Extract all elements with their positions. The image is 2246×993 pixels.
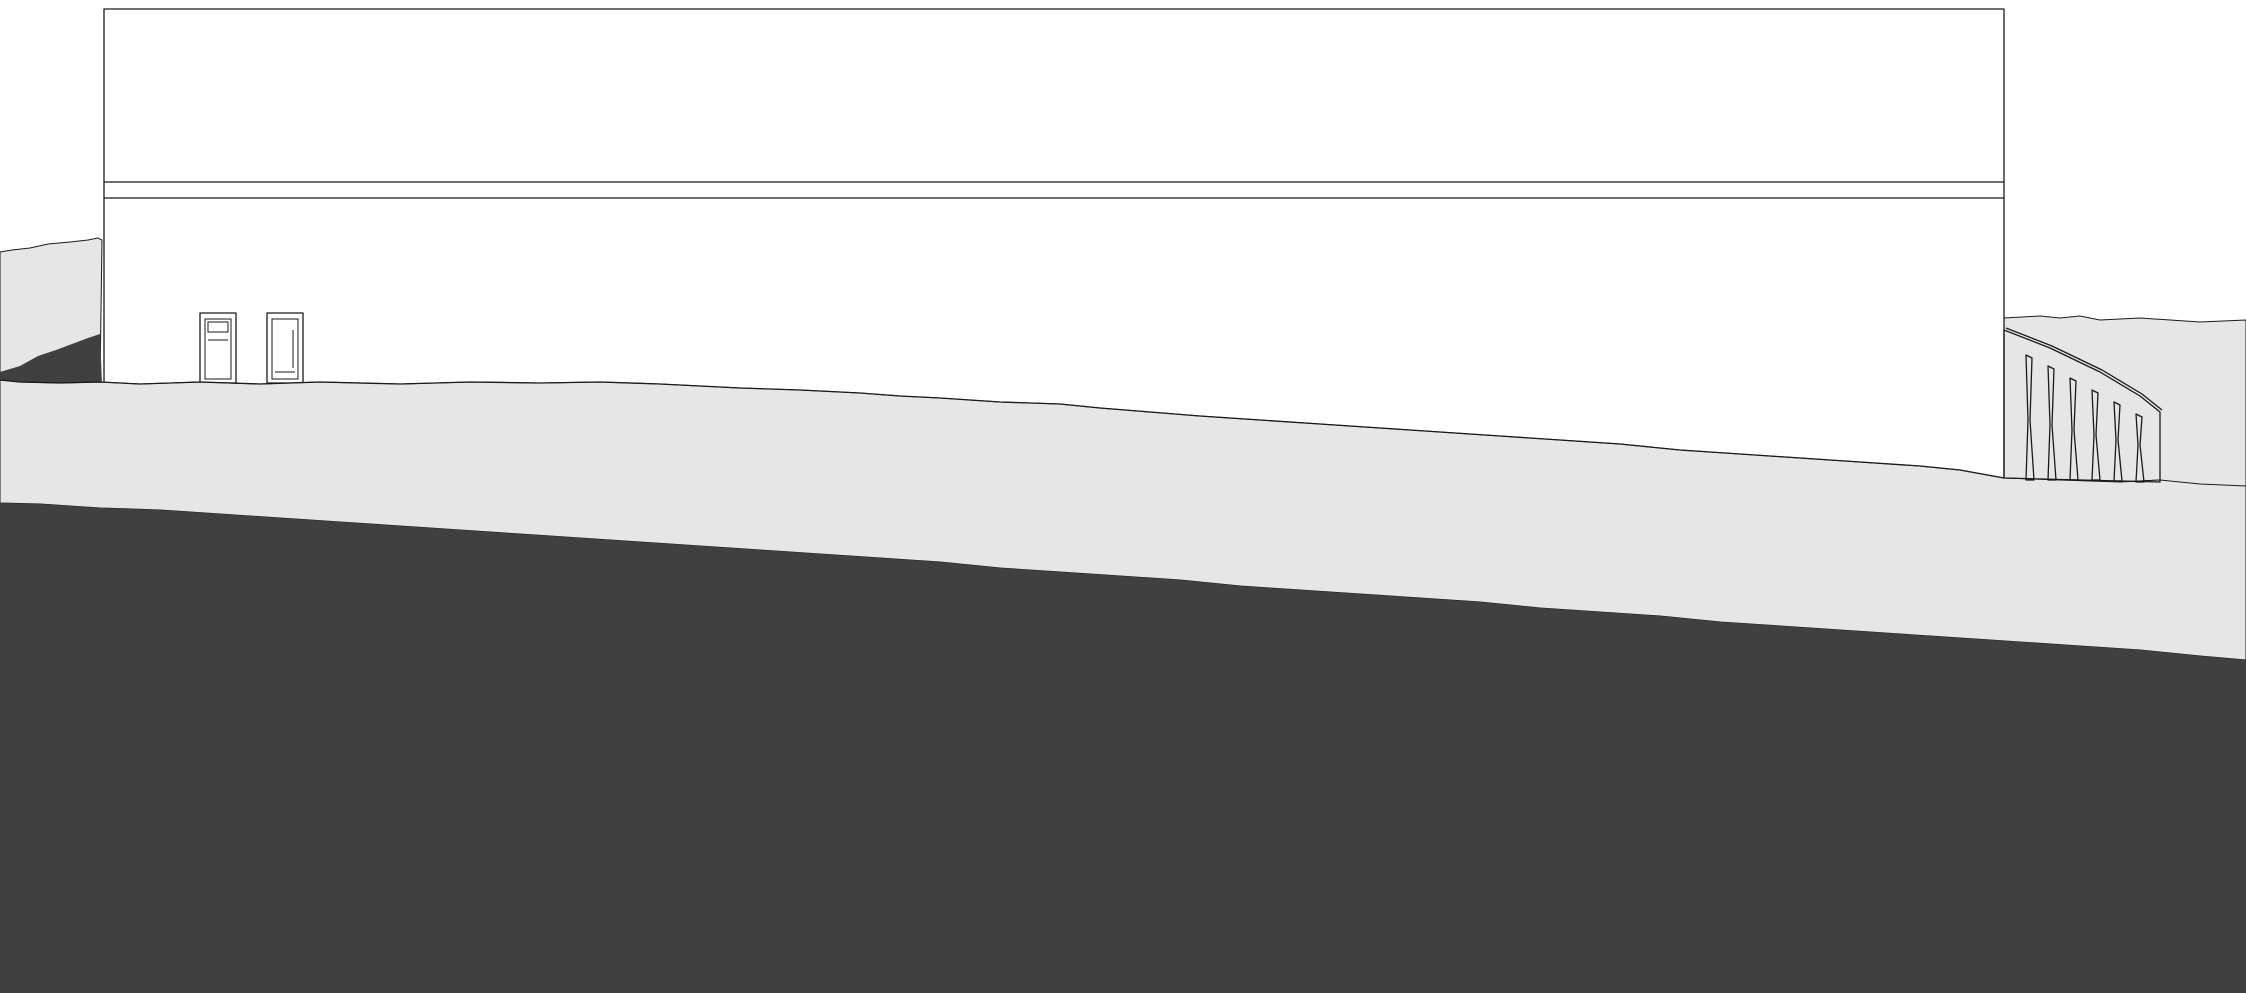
terrain-foreground (0, 503, 2246, 993)
fin (2113, 401, 2123, 482)
fin (2069, 377, 2079, 481)
fin (2047, 365, 2057, 481)
fin (2025, 354, 2035, 481)
fin (2135, 413, 2145, 483)
fin (2091, 389, 2101, 481)
terrain-ridge-line (0, 379, 2005, 479)
left-hillside-dark-slope (0, 334, 102, 384)
retaining-structure (2003, 327, 2163, 483)
